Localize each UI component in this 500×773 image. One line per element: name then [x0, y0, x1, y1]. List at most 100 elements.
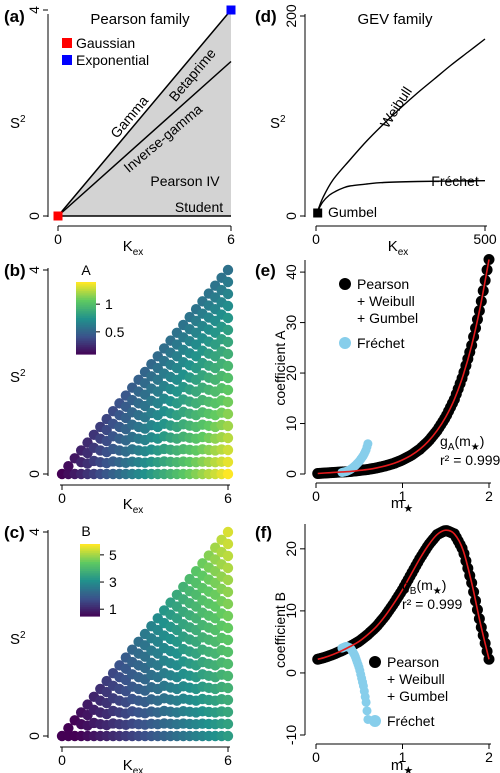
b-colorbar-segment: [76, 323, 96, 326]
c-heatmap-dots: [56, 526, 234, 742]
a-ytick-label: 4: [26, 6, 42, 14]
b-heat-dot: [222, 288, 234, 300]
b-heat-dot: [222, 468, 234, 480]
b-colorbar-segment: [76, 332, 96, 335]
e-legend-pearson-swatch: [339, 278, 351, 290]
c-colorbar-tick-label: 3: [109, 574, 117, 590]
e-legend-frechet: Fréchet: [357, 335, 405, 351]
b-colorbar-segment: [76, 309, 96, 312]
f-legend-pearson-swatch: [369, 656, 381, 668]
b-heat-dot: [222, 300, 234, 312]
c-colorbar-segment: [80, 594, 100, 597]
b-colorbar-segment: [76, 337, 96, 341]
c-heat-dot: [222, 622, 234, 634]
f-legend-gumbel: + Gumbel: [387, 688, 448, 704]
c-colorbar-segment: [80, 560, 100, 563]
b-colorbar-title: A: [81, 262, 91, 278]
c-heat-dot: [222, 706, 234, 718]
c-colorbar-segment: [80, 554, 100, 558]
d-ylabel: S2: [270, 114, 286, 132]
f-fit-curve: [317, 529, 490, 661]
b-colorbar-segment: [76, 314, 96, 317]
c-colorbar-tick-label: 1: [109, 601, 117, 617]
gamma-line: [57, 9, 232, 217]
b-heat-dot: [222, 384, 234, 396]
b-colorbar-segment: [76, 287, 96, 290]
b-colorbar-segment: [76, 301, 96, 305]
f-ytick-label: 0: [283, 669, 299, 677]
b-colorbar-segment: [76, 327, 96, 330]
panel-label-b: (b): [4, 261, 26, 280]
b-heat-dot: [222, 276, 234, 288]
b-colorbar-tick-label: 1: [105, 296, 113, 312]
c-heat-dot: [222, 694, 234, 706]
b-heatmap-dots: [56, 264, 234, 480]
b-colorbar-segment: [76, 321, 96, 324]
pearson-iv-label: Pearson IV: [150, 173, 220, 189]
b-xlabel: Kex: [123, 496, 144, 516]
b-colorbar-segment: [76, 319, 96, 323]
e-xtick-label: 2: [485, 488, 493, 504]
b-ytick-label: 0: [26, 470, 42, 478]
c-ticks: 0 6 0 4: [26, 528, 232, 768]
b-colorbar-segment: [76, 298, 96, 301]
d-xtick-label: 500: [473, 231, 497, 247]
b-ylabel: S2: [10, 368, 26, 386]
c-colorbar-segment: [80, 562, 100, 565]
b-colorbar-segment: [76, 328, 96, 332]
e-r2-label: r² = 0.999: [440, 452, 500, 468]
f-frechet-point: [361, 697, 371, 707]
b-colorbar-segment: [76, 300, 96, 303]
c-xtick-label: 0: [58, 752, 66, 768]
b-colorbar-segment: [76, 318, 96, 321]
c-heat-dot: [222, 598, 234, 610]
f-xtick-label: 2: [485, 749, 493, 765]
b-colorbar-segment: [76, 292, 96, 296]
a-ytick-label: 0: [26, 212, 42, 220]
b-colorbar-segment: [76, 345, 96, 348]
c-colorbar-tick-label: 5: [109, 547, 117, 563]
c-colorbar-segment: [80, 574, 100, 577]
b-heat-dot: [101, 424, 112, 436]
f-xtick-label: 0: [312, 749, 320, 765]
weibull-curve: [317, 38, 486, 212]
b-colorbar: 0.51: [76, 282, 125, 355]
c-heat-dot: [222, 634, 234, 646]
b-colorbar-tick-label: 0.5: [105, 324, 125, 340]
b-colorbar-segment: [76, 341, 96, 344]
c-colorbar-segment: [80, 603, 100, 606]
f-xlabel: m★: [391, 757, 414, 773]
f-ytick-label: 10: [283, 603, 299, 619]
panel-b-coefficient-a-heatmap: 0.51 0 604 (b) A S2 Kex: [4, 261, 234, 516]
b-heat-dot: [152, 374, 163, 386]
panel-a-pearson-family: 0 6 0 4 (a) Pearson family Gaussian Exponen…: [4, 5, 236, 258]
a-xlabel: Kex: [123, 238, 144, 258]
b-colorbar-segment: [76, 312, 96, 315]
b-colorbar-segment: [76, 296, 96, 299]
b-heat-dot: [222, 264, 234, 276]
b-heat-dot: [222, 372, 234, 384]
f-ytick-label: -10: [283, 725, 299, 745]
b-heat-dot: [222, 420, 234, 432]
c-colorbar-segment: [80, 581, 100, 585]
a-ticks: 0 6 0 4: [26, 6, 235, 247]
f-legend-frechet: Fréchet: [387, 713, 435, 729]
e-ytick-label: 20: [283, 365, 299, 381]
gumbel-point: [313, 208, 323, 218]
b-ticks: 0 6 0 4: [26, 266, 232, 506]
panel-label-d: (d): [255, 7, 277, 26]
e-ylabel: coefficient A: [272, 330, 288, 406]
a-xtick-label: 6: [227, 231, 235, 247]
c-colorbar-segment: [80, 601, 100, 604]
c-heat-dot: [222, 658, 234, 670]
b-heat-dot: [222, 312, 234, 324]
c-colorbar-segment: [80, 545, 100, 549]
f-ytick-label: 20: [283, 541, 299, 557]
c-colorbar-segment: [80, 598, 100, 601]
e-legend-gumbel: + Gumbel: [357, 310, 418, 326]
gaussian-legend-swatch: [62, 38, 72, 48]
b-colorbar-segment: [76, 285, 96, 288]
panel-f-coefficient-b: 0 1 2 -10 0 10 20 (f) Pearson + Weibull + Gumb…: [255, 523, 495, 773]
b-xtick-label: 0: [58, 490, 66, 506]
